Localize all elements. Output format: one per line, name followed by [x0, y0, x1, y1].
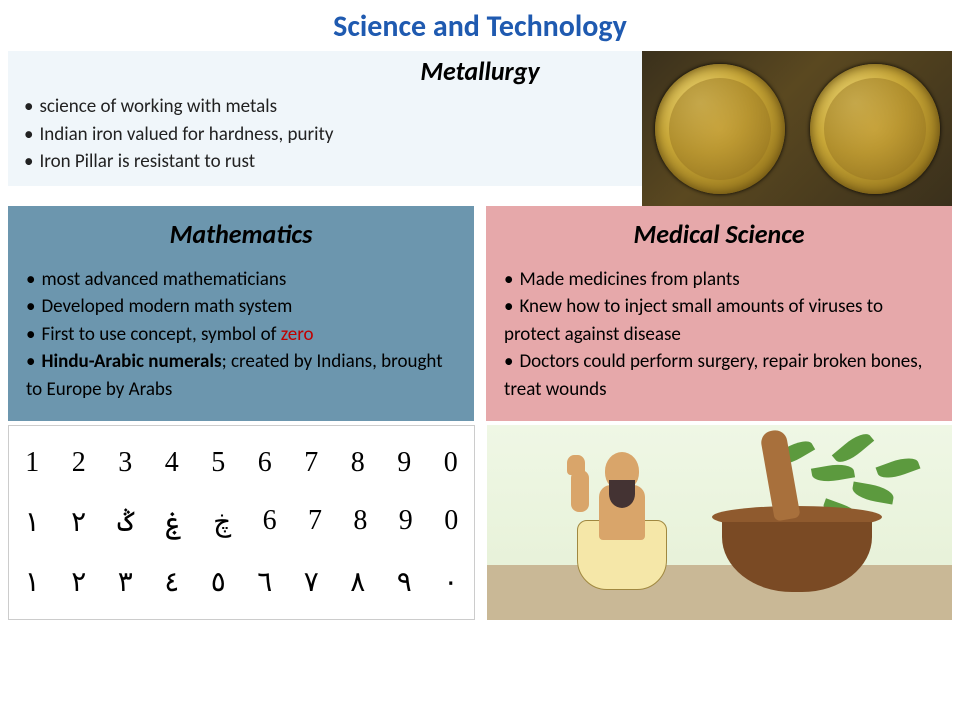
list-item: First to use concept, symbol of zero	[26, 321, 456, 349]
list-item: Doctors could perform surgery, repair br…	[504, 348, 934, 403]
list-item: Made medicines from plants	[504, 266, 934, 294]
numerals-chart: 1234567890 ١٢ݣۼڿ67890 ١٢٣٤٥٦٧٨٩٠	[8, 425, 475, 620]
list-item: Developed modern math system	[26, 293, 456, 321]
list-item: Hindu-Arabic numerals; created by Indian…	[26, 348, 456, 403]
mathematics-heading: Mathematics	[8, 206, 474, 260]
medical-heading: Medical Science	[486, 206, 952, 260]
list-item: Knew how to inject small amounts of viru…	[504, 293, 934, 348]
medical-bullets: Made medicines from plants Knew how to i…	[486, 260, 952, 422]
coin-icon	[810, 64, 940, 194]
coin-icon	[655, 64, 785, 194]
page-title: Science and Technology	[0, 0, 960, 51]
medical-card: Medical Science Made medicines from plan…	[486, 206, 952, 422]
metallurgy-section: Metallurgy science of working with metal…	[8, 51, 952, 186]
numeral-row-1: 1234567890	[9, 447, 474, 479]
mathematics-bullets: most advanced mathematicians Developed m…	[8, 260, 474, 422]
list-item: most advanced mathematicians	[26, 266, 456, 294]
mathematics-card: Mathematics most advanced mathematicians…	[8, 206, 474, 422]
healer-figure-icon	[557, 450, 677, 590]
coins-image	[642, 51, 952, 206]
highlight-numerals: Hindu-Arabic numerals	[41, 350, 221, 373]
healer-illustration	[487, 425, 952, 620]
numeral-row-3: ١٢٣٤٥٦٧٨٩٠	[9, 565, 474, 599]
numeral-row-2: ١٢ݣۼڿ67890	[9, 505, 474, 539]
highlight-zero: zero	[281, 323, 314, 346]
